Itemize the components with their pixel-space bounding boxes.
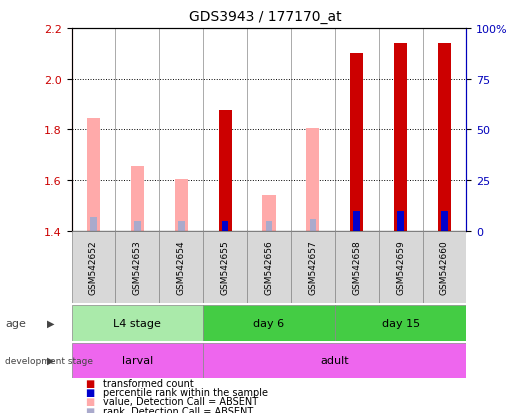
Text: rank, Detection Call = ABSENT: rank, Detection Call = ABSENT bbox=[103, 406, 253, 413]
Bar bbox=[306, 129, 320, 231]
Bar bbox=[378, 231, 422, 304]
Bar bbox=[394, 44, 407, 231]
Bar bbox=[131, 167, 144, 231]
Text: GSM542659: GSM542659 bbox=[396, 240, 405, 295]
Bar bbox=[222, 221, 228, 231]
Text: GSM542657: GSM542657 bbox=[308, 240, 317, 295]
Text: GSM542658: GSM542658 bbox=[352, 240, 361, 295]
Bar bbox=[438, 44, 451, 231]
Bar bbox=[291, 231, 335, 304]
Bar bbox=[335, 306, 466, 341]
Bar bbox=[203, 231, 247, 304]
Text: GSM542652: GSM542652 bbox=[89, 240, 98, 294]
Text: ■: ■ bbox=[85, 387, 95, 397]
Bar bbox=[178, 221, 184, 231]
Text: GSM542660: GSM542660 bbox=[440, 240, 449, 295]
Text: transformed count: transformed count bbox=[103, 378, 194, 388]
Bar bbox=[247, 231, 291, 304]
Text: GDS3943 / 177170_at: GDS3943 / 177170_at bbox=[189, 10, 341, 24]
Text: larval: larval bbox=[122, 355, 153, 366]
Bar bbox=[175, 179, 188, 231]
Bar bbox=[354, 211, 360, 231]
Bar bbox=[72, 231, 116, 304]
Text: ■: ■ bbox=[85, 406, 95, 413]
Text: ▶: ▶ bbox=[47, 318, 54, 328]
Bar bbox=[72, 343, 203, 378]
Text: ■: ■ bbox=[85, 378, 95, 388]
Bar bbox=[160, 231, 203, 304]
Bar bbox=[116, 231, 160, 304]
Bar bbox=[218, 111, 232, 231]
Bar bbox=[335, 231, 378, 304]
Bar bbox=[90, 217, 97, 231]
Text: L4 stage: L4 stage bbox=[113, 318, 161, 328]
Bar bbox=[262, 196, 276, 231]
Text: development stage: development stage bbox=[5, 356, 93, 365]
Text: day 15: day 15 bbox=[382, 318, 420, 328]
Bar bbox=[350, 54, 363, 231]
Text: percentile rank within the sample: percentile rank within the sample bbox=[103, 387, 268, 397]
Bar bbox=[310, 219, 316, 231]
Text: adult: adult bbox=[321, 355, 349, 366]
Text: ▶: ▶ bbox=[47, 355, 54, 366]
Bar bbox=[398, 211, 404, 231]
Bar bbox=[422, 231, 466, 304]
Bar bbox=[266, 221, 272, 231]
Bar bbox=[441, 211, 448, 231]
Bar bbox=[72, 306, 203, 341]
Text: GSM542655: GSM542655 bbox=[220, 240, 229, 295]
Text: GSM542654: GSM542654 bbox=[176, 240, 186, 294]
Bar bbox=[87, 119, 100, 231]
Text: day 6: day 6 bbox=[253, 318, 285, 328]
Text: ■: ■ bbox=[85, 396, 95, 406]
Text: GSM542653: GSM542653 bbox=[133, 240, 142, 295]
Text: value, Detection Call = ABSENT: value, Detection Call = ABSENT bbox=[103, 396, 259, 406]
Bar bbox=[203, 306, 335, 341]
Bar bbox=[203, 343, 466, 378]
Text: GSM542656: GSM542656 bbox=[264, 240, 273, 295]
Bar bbox=[134, 221, 140, 231]
Text: age: age bbox=[5, 318, 26, 328]
